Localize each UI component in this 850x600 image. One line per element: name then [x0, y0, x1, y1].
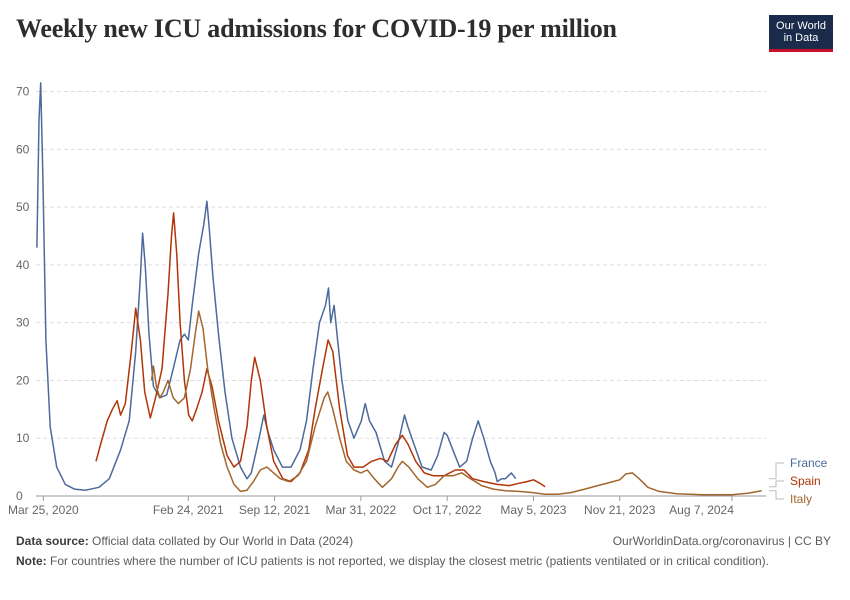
series-line-france — [36, 82, 517, 491]
logo-line-1: Our World — [776, 20, 826, 32]
series-line-italy — [150, 310, 762, 496]
legend-label-spain: Spain — [790, 474, 821, 488]
chart-note: Note: For countries where the number of … — [16, 554, 806, 569]
x-tick-label: Aug 7, 2024 — [669, 503, 734, 517]
legend-label-france: France — [790, 456, 828, 470]
x-tick-label: Sep 12, 2021 — [239, 503, 311, 517]
x-tick-label: Mar 31, 2022 — [326, 503, 397, 517]
x-tick-label: May 5, 2023 — [500, 503, 566, 517]
legend-connector — [769, 490, 784, 500]
x-tick-label: Oct 17, 2022 — [413, 503, 482, 517]
x-tick-label: Nov 21, 2023 — [584, 503, 656, 517]
chart-title: Weekly new ICU admissions for COVID-19 p… — [16, 14, 617, 43]
y-tick-label: 60 — [16, 142, 30, 156]
x-axis: Mar 25, 2020 Feb 24, 2021 Sep 12, 2021 Mar … — [8, 495, 766, 517]
y-tick-label: 20 — [16, 373, 30, 387]
y-tick-label: 50 — [16, 200, 30, 214]
data-source: Data source: Official data collated by O… — [16, 534, 353, 549]
series-line-spain — [95, 212, 546, 488]
source-label: Data source: — [16, 534, 89, 548]
y-axis-ticks: 0 10 20 30 40 50 60 70 — [16, 85, 30, 503]
y-tick-label: 0 — [16, 489, 23, 503]
series-lines — [36, 82, 762, 496]
logo-line-2: in Data — [783, 32, 819, 44]
gridlines — [36, 91, 766, 439]
line-chart: 0 10 20 30 40 50 60 70 Mar 25, 2020 Feb 24, 2021… — [8, 82, 828, 517]
legend: France Spain Italy — [769, 456, 828, 506]
source-url-link[interactable]: OurWorldinData.org/coronavirus | CC BY — [612, 534, 831, 548]
legend-connector — [769, 480, 784, 488]
owid-logo[interactable]: Our World in Data — [769, 15, 833, 52]
y-tick-label: 40 — [16, 258, 30, 272]
note-text: For countries where the number of ICU pa… — [50, 554, 770, 568]
y-tick-label: 70 — [16, 85, 30, 99]
x-tick-label: Feb 24, 2021 — [153, 503, 224, 517]
legend-connector — [769, 462, 784, 480]
x-tick-label: Mar 25, 2020 — [8, 503, 79, 517]
legend-label-italy: Italy — [790, 492, 812, 506]
y-tick-label: 10 — [16, 431, 30, 445]
note-label: Note: — [16, 554, 47, 568]
y-tick-label: 30 — [16, 316, 30, 330]
source-text: Official data collated by Our World in D… — [92, 534, 354, 548]
